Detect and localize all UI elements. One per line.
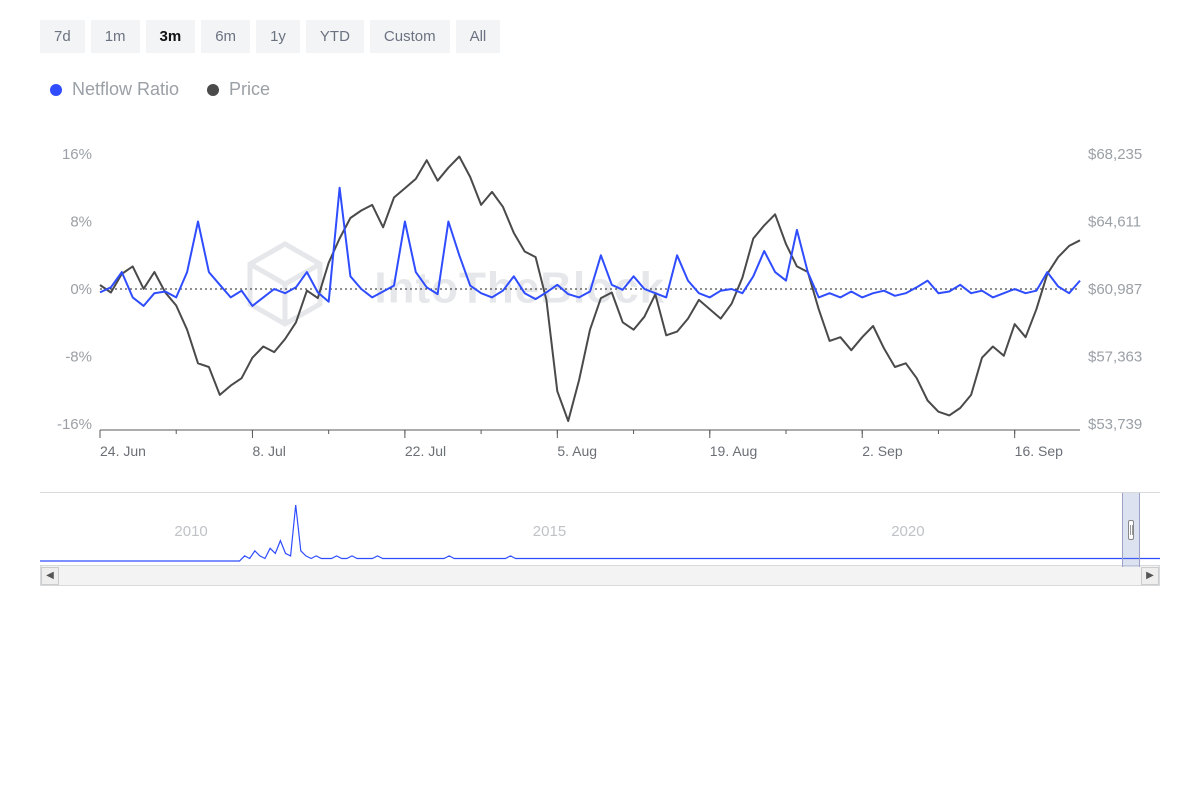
svg-text:IntoTheBlock: IntoTheBlock [374,264,665,313]
navigator: 2010 2015 2020 ◀ ▶ [40,492,1160,586]
svg-text:5. Aug: 5. Aug [557,443,597,459]
svg-text:19. Aug: 19. Aug [710,443,758,459]
scroll-right-icon[interactable]: ▶ [1141,567,1159,585]
legend-item-netflow-ratio[interactable]: Netflow Ratio [50,79,179,100]
legend-label: Netflow Ratio [72,79,179,100]
svg-text:24. Jun: 24. Jun [100,443,146,459]
range-7d[interactable]: 7d [40,20,85,53]
svg-text:-16%: -16% [57,416,92,433]
range-ytd[interactable]: YTD [306,20,364,53]
legend: Netflow Ratio Price [40,79,1160,100]
range-custom[interactable]: Custom [370,20,450,53]
navigator-chart[interactable]: 2010 2015 2020 [40,492,1160,566]
range-selector: 7d1m3m6m1yYTDCustomAll [40,20,1160,53]
svg-text:16%: 16% [62,146,92,163]
svg-text:$57,363: $57,363 [1088,349,1142,366]
svg-text:8%: 8% [70,214,92,231]
navigator-scrollbar[interactable]: ◀ ▶ [40,566,1160,586]
nav-year-label: 2015 [533,523,566,540]
legend-item-price[interactable]: Price [207,79,270,100]
nav-year-label: 2020 [891,523,924,540]
range-6m[interactable]: 6m [201,20,250,53]
range-all[interactable]: All [456,20,501,53]
svg-text:0%: 0% [70,281,92,298]
range-1m[interactable]: 1m [91,20,140,53]
legend-dot-icon [50,84,62,96]
svg-text:2. Sep: 2. Sep [862,443,903,459]
svg-text:$53,739: $53,739 [1088,416,1142,433]
svg-text:$60,987: $60,987 [1088,281,1142,298]
svg-text:$64,611: $64,611 [1088,214,1141,231]
svg-text:-8%: -8% [65,349,92,366]
range-1y[interactable]: 1y [256,20,300,53]
legend-label: Price [229,79,270,100]
range-3m[interactable]: 3m [146,20,196,53]
svg-text:8. Jul: 8. Jul [252,443,285,459]
main-chart: IntoTheBlock 16% 8% 0% -8% -16% $68,235 $64,611… [40,144,1160,464]
nav-year-label: 2010 [174,523,207,540]
svg-text:16. Sep: 16. Sep [1015,443,1063,459]
scroll-left-icon[interactable]: ◀ [41,567,59,585]
legend-dot-icon [207,84,219,96]
svg-text:$68,235: $68,235 [1088,146,1142,163]
navigator-handle[interactable] [1128,520,1134,540]
svg-text:22. Jul: 22. Jul [405,443,446,459]
navigator-window[interactable] [1122,493,1140,567]
